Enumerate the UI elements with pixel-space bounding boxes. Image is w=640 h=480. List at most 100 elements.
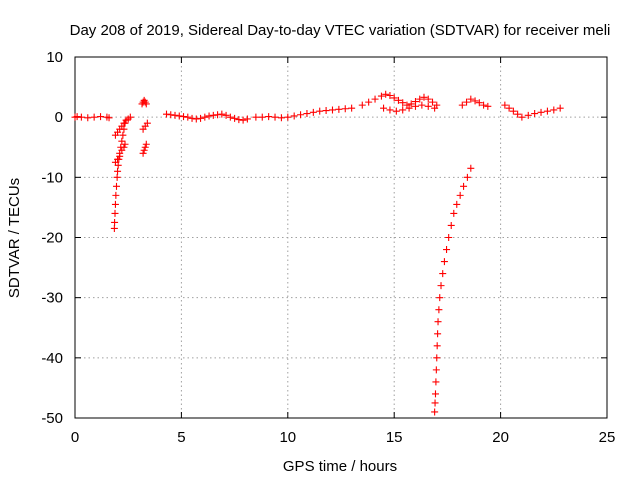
data-point <box>411 102 419 110</box>
data-point <box>437 282 445 290</box>
data-point <box>258 113 266 121</box>
data-point <box>197 114 205 122</box>
data-point <box>328 106 336 114</box>
data-point <box>209 111 217 119</box>
data-point <box>243 115 251 123</box>
data-point <box>226 113 234 121</box>
grid-lines <box>75 57 607 418</box>
data-point <box>420 93 428 101</box>
data-point <box>429 98 437 106</box>
data-point <box>142 140 150 148</box>
data-point <box>443 246 451 254</box>
data-point <box>418 101 426 109</box>
data-point <box>303 110 311 118</box>
data-point <box>518 113 526 121</box>
data-point <box>505 104 513 112</box>
x-tick-label: 20 <box>492 429 509 446</box>
data-point <box>235 116 243 124</box>
data-point <box>475 99 483 107</box>
data-point <box>467 164 475 172</box>
x-tick-label: 25 <box>599 429 616 446</box>
data-point <box>407 100 415 108</box>
y-tick-label: -30 <box>41 290 63 307</box>
data-point <box>433 342 441 350</box>
data-point <box>120 143 128 151</box>
data-point <box>509 107 517 115</box>
data-point <box>431 104 439 112</box>
data-point <box>514 110 522 118</box>
data-point <box>141 143 149 151</box>
data-point <box>140 146 148 154</box>
data-point <box>277 114 285 122</box>
x-tick-label: 5 <box>177 429 185 446</box>
y-tick-label: -40 <box>41 350 63 367</box>
data-point <box>322 107 330 115</box>
data-point <box>550 106 558 114</box>
data-point <box>432 378 440 386</box>
data-point <box>316 107 324 115</box>
data-point <box>119 131 127 139</box>
data-point <box>348 104 356 112</box>
data-point <box>180 113 188 121</box>
data-point <box>142 100 150 108</box>
x-axis-title: GPS time / hours <box>283 458 397 475</box>
data-point <box>386 106 394 114</box>
axis-ticks: 0 5 10 15 20 25 -50 -40 -30 -20 -10 0 10 <box>41 49 615 446</box>
data-point <box>171 111 179 119</box>
data-point <box>501 101 509 109</box>
data-point <box>265 113 273 121</box>
data-point <box>432 366 440 374</box>
data-points <box>71 90 564 416</box>
data-point <box>416 95 424 103</box>
data-point <box>440 258 448 266</box>
data-point <box>114 167 122 175</box>
x-tick-label: 10 <box>279 429 296 446</box>
data-point <box>480 101 488 109</box>
data-point <box>201 113 209 121</box>
data-point <box>377 92 385 100</box>
data-point <box>399 106 407 114</box>
data-point <box>460 182 468 190</box>
data-point <box>90 113 98 121</box>
data-point <box>297 111 305 119</box>
data-point <box>386 92 394 100</box>
data-point <box>394 96 402 104</box>
data-point <box>531 110 539 118</box>
data-point <box>167 111 175 119</box>
data-point <box>405 104 413 112</box>
data-point <box>450 209 458 217</box>
x-tick-label: 0 <box>71 429 79 446</box>
data-point <box>218 110 226 118</box>
data-point <box>556 104 564 112</box>
data-point <box>458 101 466 109</box>
y-tick-label: 0 <box>55 109 63 126</box>
data-point <box>467 95 475 103</box>
data-point <box>463 98 471 106</box>
data-point <box>111 200 119 208</box>
data-point <box>111 218 119 226</box>
y-tick-label: -10 <box>41 169 63 186</box>
data-point <box>284 113 292 121</box>
data-point <box>399 99 407 107</box>
data-point <box>113 173 121 181</box>
data-point <box>380 104 388 112</box>
data-point <box>290 112 298 120</box>
data-point <box>271 113 279 121</box>
data-point <box>341 105 349 113</box>
data-point <box>139 149 147 157</box>
data-point <box>390 94 398 102</box>
data-point <box>445 234 453 241</box>
data-point <box>537 108 545 116</box>
data-point <box>214 111 222 119</box>
data-point <box>77 113 85 121</box>
y-tick-label: -50 <box>41 410 63 427</box>
y-tick-label: -20 <box>41 230 63 247</box>
data-point <box>431 399 439 407</box>
data-point <box>143 119 151 127</box>
data-point <box>175 112 183 120</box>
data-point <box>126 113 134 121</box>
data-point <box>188 114 196 122</box>
data-point <box>309 108 317 116</box>
data-point <box>463 173 471 181</box>
data-point <box>456 191 464 199</box>
